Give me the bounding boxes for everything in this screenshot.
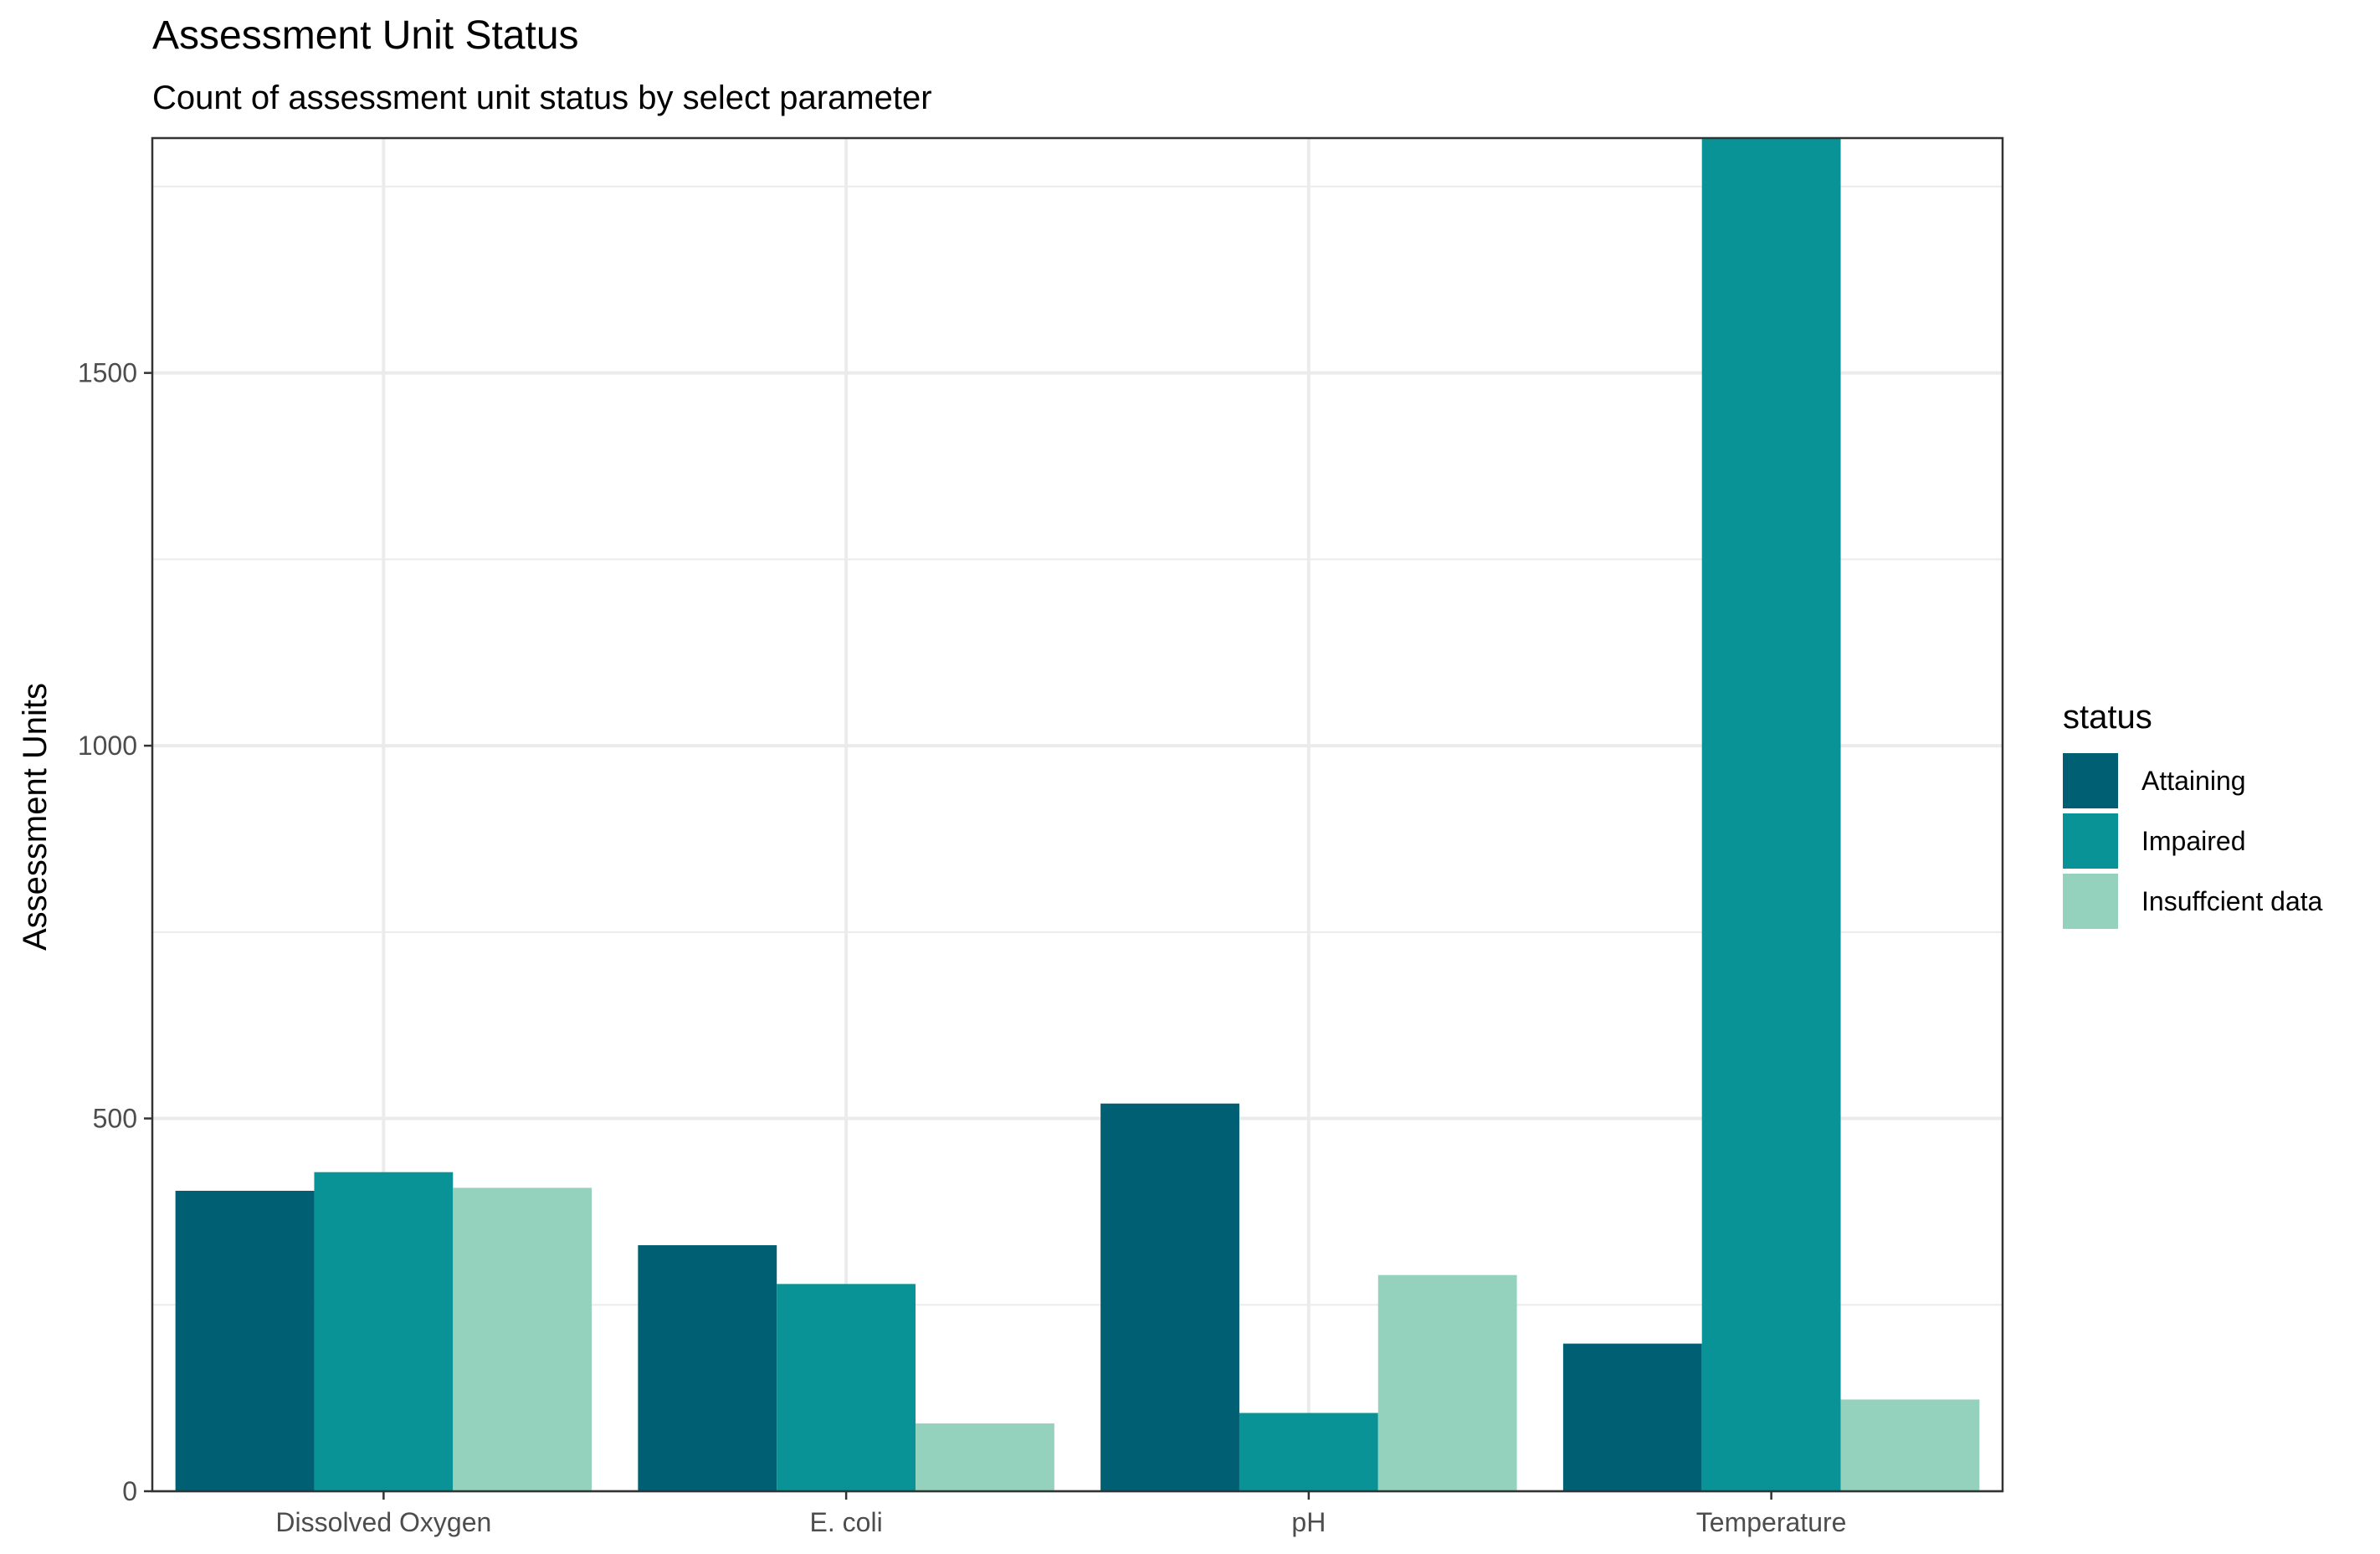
panel-border	[151, 136, 2004, 1493]
axes: 0 500 1000 1500 Dissolved Oxygen E. coli pH Tem…	[78, 358, 1847, 1537]
y-tick-label: 1000	[78, 731, 137, 761]
bar-impaired-temperature	[1701, 138, 1841, 1491]
y-axis-title: Assessment Units	[17, 683, 54, 951]
y-tick-label: 0	[122, 1476, 137, 1506]
bar-attaining-ph	[1100, 1103, 1239, 1491]
bar-impaired-dissolved-oxygen	[314, 1172, 454, 1491]
x-tick-label: E. coli	[810, 1507, 883, 1537]
x-tick-label: pH	[1291, 1507, 1326, 1537]
y-tick-label: 500	[93, 1104, 137, 1134]
bar-impaired-ph	[1239, 1413, 1378, 1491]
legend-key	[2063, 874, 2118, 929]
chart-subtitle: Count of assessment unit status by selec…	[152, 79, 932, 116]
bar-attaining-dissolved-oxygen	[175, 1190, 315, 1491]
x-tick-label: Dissolved Oxygen	[275, 1507, 491, 1537]
legend-label: Impaired	[2141, 826, 2246, 856]
bar-insuffcient-data-ph	[1377, 1274, 1517, 1491]
legend-label: Insuffcient data	[2141, 886, 2323, 916]
bar-insuffcient-data-e-coli	[916, 1423, 1054, 1491]
bar-attaining-e-coli	[638, 1245, 777, 1491]
bar-impaired-e-coli	[777, 1284, 916, 1491]
x-tick-label: Temperature	[1696, 1507, 1847, 1537]
legend-key	[2063, 753, 2118, 808]
bar-attaining-temperature	[1562, 1343, 1702, 1491]
bar-insuffcient-data-dissolved-oxygen	[453, 1187, 592, 1491]
bar-insuffcient-data-temperature	[1840, 1399, 1980, 1491]
bars	[175, 138, 1980, 1491]
legend: status Attaining Impaired Insuffcient data	[2063, 699, 2323, 929]
legend-title: status	[2063, 699, 2152, 736]
legend-key	[2063, 813, 2118, 869]
legend-label: Attaining	[2141, 766, 2246, 796]
y-tick-label: 1500	[78, 358, 137, 388]
chart-title: Assessment Unit Status	[152, 13, 579, 58]
